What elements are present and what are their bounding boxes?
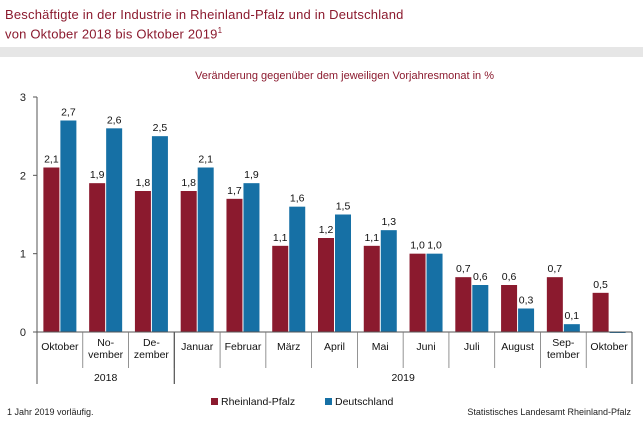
y-tick-label: 2 — [20, 170, 26, 182]
x-tick-label: Juli — [464, 341, 480, 353]
bar-rlp — [455, 277, 472, 332]
footnote: 1 Jahr 2019 vorläufig. — [7, 407, 94, 417]
x-tick-label: Oktober — [41, 341, 79, 353]
bar-de — [243, 183, 260, 332]
x-tick-label: Mai — [372, 341, 389, 353]
y-tick-label: 3 — [20, 92, 26, 104]
legend-swatch-de — [325, 398, 332, 405]
bar-value-label: 0,3 — [519, 295, 534, 307]
bar-value-label: 1,1 — [273, 232, 288, 244]
bar-rlp — [180, 191, 197, 332]
bar-value-label: 1,0 — [427, 240, 442, 252]
legend-swatch-rlp — [211, 398, 218, 405]
x-tick-label: vember — [88, 349, 124, 361]
bar-rlp — [89, 183, 106, 332]
x-tick-label: April — [324, 341, 345, 353]
chart-subtitle: Veränderung gegenüber dem jeweiligen Vor… — [195, 70, 494, 82]
x-tick-label: De- — [143, 337, 160, 349]
title-line-1: Beschäftigte in der Industrie in Rheinla… — [5, 7, 404, 22]
bar-de — [426, 253, 443, 332]
bar-value-label: 0,7 — [548, 263, 563, 275]
bar-value-label: 1,6 — [290, 193, 305, 205]
x-tick-label: No- — [97, 337, 114, 349]
bar-rlp — [226, 198, 243, 332]
bar-rlp — [43, 167, 60, 332]
bar-value-label: 1,9 — [244, 169, 259, 181]
bar-rlp — [409, 253, 426, 332]
x-tick-label: August — [501, 341, 534, 353]
bar-value-label: 0,5 — [593, 279, 608, 291]
bar-value-label: 0,1 — [565, 310, 580, 322]
y-tick-label: 1 — [20, 249, 26, 261]
bar-rlp — [134, 191, 151, 332]
x-tick-label: zember — [134, 349, 170, 361]
x-tick-label: März — [277, 341, 300, 353]
bar-value-label: 1,5 — [336, 201, 351, 213]
title-line-2: von Oktober 2018 bis Oktober 20191 — [5, 23, 404, 42]
bar-de — [380, 230, 397, 332]
bar-value-label: 2,7 — [61, 107, 76, 119]
bar-rlp — [501, 285, 518, 332]
bar-value-label: 1,7 — [227, 185, 242, 197]
x-tick-label: Januar — [181, 341, 214, 353]
bar-de — [335, 214, 351, 332]
bar-rlp — [272, 245, 289, 332]
bar-value-label: 2,1 — [44, 154, 59, 166]
bar-value-label: 1,2 — [319, 224, 334, 236]
bar-rlp — [318, 238, 334, 332]
bar-value-label: 0,6 — [473, 271, 488, 283]
bar-rlp — [546, 277, 563, 332]
bar-de — [563, 324, 580, 332]
chart-title: Beschäftigte in der Industrie in Rheinla… — [5, 7, 404, 42]
bar-de — [60, 120, 77, 332]
bar-value-label: 2,5 — [153, 122, 168, 134]
bar-value-label: 1,0 — [410, 240, 425, 252]
legend-label: Rheinland-Pfalz — [221, 396, 295, 408]
bar-value-label: 2,1 — [198, 154, 213, 166]
bar-value-label: 1,3 — [381, 216, 396, 228]
x-tick-label: Oktober — [590, 341, 628, 353]
bar-value-label: 1,1 — [364, 232, 379, 244]
bar-rlp — [592, 292, 609, 332]
x-tick-label: tember — [547, 349, 580, 361]
bar-de — [518, 308, 535, 332]
year-label: 2018 — [94, 372, 118, 384]
year-label: 2019 — [391, 372, 415, 384]
bar-value-label: 2,6 — [107, 114, 122, 126]
x-tick-label: Sep- — [552, 337, 575, 349]
bar-de — [106, 128, 123, 332]
bar-de — [472, 285, 489, 332]
bar-de — [151, 136, 168, 332]
bar-value-label: 1,8 — [181, 177, 196, 189]
bar-value-label: 0,7 — [456, 263, 471, 275]
x-tick-label: Juni — [416, 341, 435, 353]
y-tick-label: 0 — [20, 327, 26, 339]
bar-de — [289, 206, 306, 332]
bar-de — [197, 167, 214, 332]
bar-value-label: 1,9 — [90, 169, 105, 181]
header-divider — [0, 47, 643, 57]
footnote-marker: 1 — [217, 26, 223, 35]
source-note: Statistisches Landesamt Rheinland-Pfalz — [467, 407, 631, 417]
bar-value-label: 0,6 — [502, 271, 517, 283]
x-tick-label: Februar — [225, 341, 262, 353]
title-line-2-text: von Oktober 2018 bis Oktober 2019 — [5, 26, 218, 42]
legend-label: Deutschland — [335, 396, 394, 408]
bar-rlp — [363, 245, 380, 332]
bar-value-label: 1,8 — [136, 177, 151, 189]
